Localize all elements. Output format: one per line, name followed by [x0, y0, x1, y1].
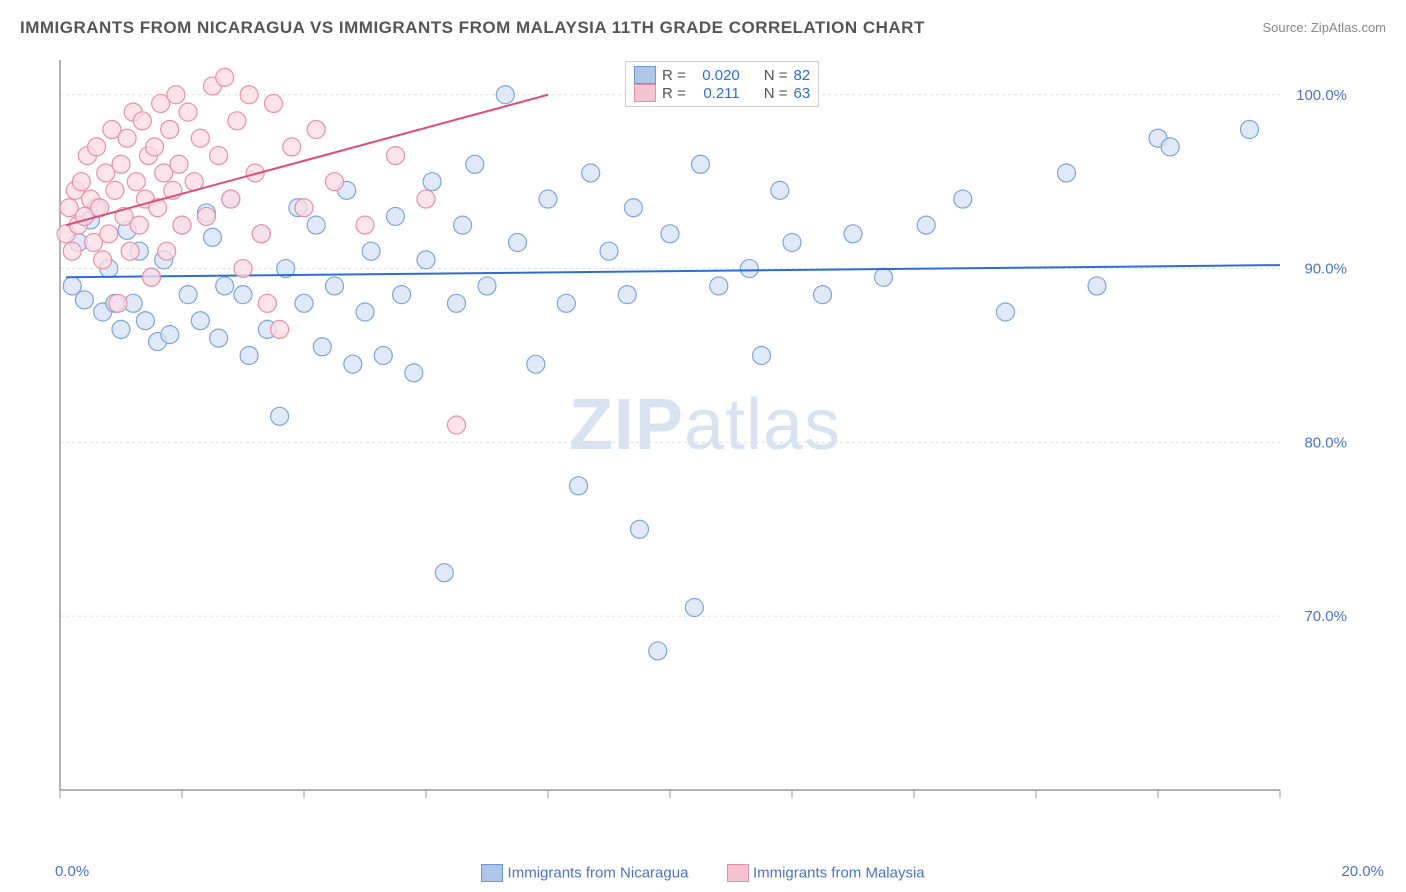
swatch-blue-icon [481, 864, 503, 882]
svg-text:80.0%: 80.0% [1304, 434, 1347, 451]
bottom-legend: Immigrants from Nicaragua Immigrants fro… [0, 864, 1406, 882]
svg-text:90.0%: 90.0% [1304, 261, 1347, 278]
n-label: N = [764, 67, 788, 84]
stats-legend: R = 0.020 N = 82 R = 0.211 N = 63 [625, 61, 819, 107]
scatter-chart-svg: 100.0% 90.0% 80.0% 70.0% [55, 55, 1355, 825]
chart-title: IMMIGRANTS FROM NICARAGUA VS IMMIGRANTS … [20, 18, 925, 38]
svg-text:70.0%: 70.0% [1304, 608, 1347, 625]
series-name-nicaragua: Immigrants from Nicaragua [508, 865, 689, 882]
stats-legend-row-nicaragua: R = 0.020 N = 82 [634, 66, 810, 84]
x-axis-label-min: 0.0% [55, 863, 89, 880]
stats-legend-row-malaysia: R = 0.211 N = 63 [634, 84, 810, 102]
r-label: R = [662, 85, 686, 102]
n-value-nicaragua: 82 [794, 67, 811, 84]
x-axis-label-max: 20.0% [1341, 863, 1384, 880]
swatch-pink-icon [727, 864, 749, 882]
swatch-pink-icon [634, 84, 656, 102]
n-label: N = [764, 85, 788, 102]
series-name-malaysia: Immigrants from Malaysia [753, 865, 925, 882]
r-value-malaysia: 0.211 [692, 85, 740, 102]
swatch-blue-icon [634, 66, 656, 84]
n-value-malaysia: 63 [794, 85, 811, 102]
plot-area: 100.0%90.0%80.0%70.0% ZIPatlas R = 0.020… [55, 55, 1355, 825]
r-label: R = [662, 67, 686, 84]
r-value-nicaragua: 0.020 [692, 67, 740, 84]
source-attribution: Source: ZipAtlas.com [1262, 20, 1386, 35]
svg-text:100.0%: 100.0% [1296, 87, 1347, 104]
